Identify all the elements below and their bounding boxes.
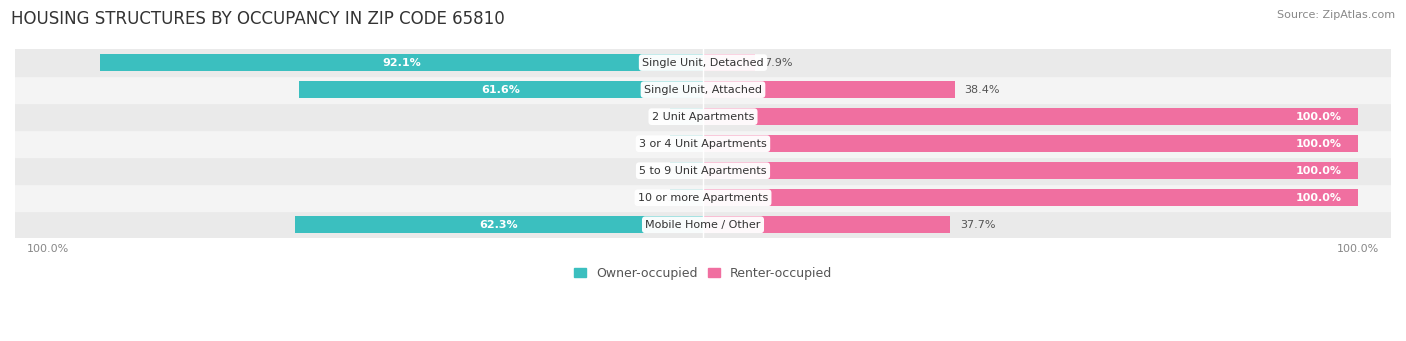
Bar xyxy=(15,76,1391,103)
Text: 62.3%: 62.3% xyxy=(479,220,519,230)
Text: 0.0%: 0.0% xyxy=(665,112,693,122)
Text: 100.0%: 100.0% xyxy=(1296,166,1341,176)
Bar xyxy=(15,103,1391,130)
Text: Source: ZipAtlas.com: Source: ZipAtlas.com xyxy=(1277,10,1395,20)
Bar xyxy=(703,217,950,233)
Text: 10 or more Apartments: 10 or more Apartments xyxy=(638,193,768,203)
Text: 37.7%: 37.7% xyxy=(960,220,995,230)
Text: 61.6%: 61.6% xyxy=(482,85,520,95)
Bar xyxy=(671,135,703,152)
Text: Single Unit, Attached: Single Unit, Attached xyxy=(644,85,762,95)
Text: HOUSING STRUCTURES BY OCCUPANCY IN ZIP CODE 65810: HOUSING STRUCTURES BY OCCUPANCY IN ZIP C… xyxy=(11,10,505,28)
Text: Single Unit, Detached: Single Unit, Detached xyxy=(643,58,763,68)
Text: 100.0%: 100.0% xyxy=(1296,193,1341,203)
Bar xyxy=(703,81,955,98)
Bar xyxy=(15,157,1391,184)
Text: 100.0%: 100.0% xyxy=(1296,112,1341,122)
Text: 38.4%: 38.4% xyxy=(965,85,1000,95)
Text: 2 Unit Apartments: 2 Unit Apartments xyxy=(652,112,754,122)
Text: 0.0%: 0.0% xyxy=(665,193,693,203)
Bar xyxy=(703,162,1358,179)
Bar xyxy=(15,184,1391,211)
Bar xyxy=(299,81,703,98)
Bar xyxy=(15,49,1391,76)
Bar xyxy=(671,162,703,179)
Bar xyxy=(703,54,755,71)
Legend: Owner-occupied, Renter-occupied: Owner-occupied, Renter-occupied xyxy=(568,262,838,285)
Bar xyxy=(703,135,1358,152)
Text: Mobile Home / Other: Mobile Home / Other xyxy=(645,220,761,230)
Text: 0.0%: 0.0% xyxy=(665,166,693,176)
Bar xyxy=(295,217,703,233)
Bar xyxy=(15,130,1391,157)
Text: 7.9%: 7.9% xyxy=(765,58,793,68)
Text: 92.1%: 92.1% xyxy=(382,58,420,68)
Text: 0.0%: 0.0% xyxy=(665,139,693,149)
Text: 3 or 4 Unit Apartments: 3 or 4 Unit Apartments xyxy=(640,139,766,149)
Text: 100.0%: 100.0% xyxy=(1296,139,1341,149)
Bar xyxy=(671,189,703,206)
Bar xyxy=(703,108,1358,125)
Bar xyxy=(671,108,703,125)
Bar xyxy=(100,54,703,71)
Text: 5 to 9 Unit Apartments: 5 to 9 Unit Apartments xyxy=(640,166,766,176)
Bar xyxy=(703,189,1358,206)
Bar xyxy=(15,211,1391,238)
